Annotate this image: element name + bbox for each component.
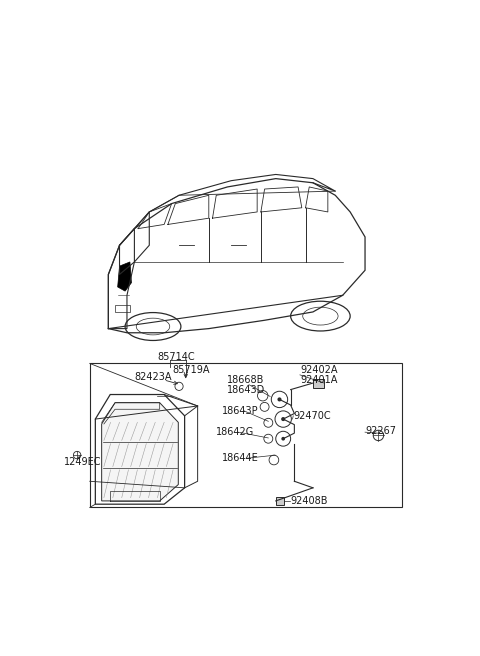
Text: 18643P: 18643P: [222, 406, 258, 416]
Bar: [90, 363, 402, 508]
Text: 92402A: 92402A: [300, 365, 337, 375]
Text: 92470C: 92470C: [294, 411, 331, 420]
Text: 18668B: 18668B: [227, 375, 264, 385]
Circle shape: [281, 437, 285, 441]
Text: 18644E: 18644E: [222, 453, 259, 463]
Polygon shape: [118, 262, 132, 291]
Text: 85714C: 85714C: [157, 352, 195, 362]
Text: 18643D: 18643D: [227, 384, 265, 395]
Text: 18642G: 18642G: [216, 427, 254, 437]
Circle shape: [281, 417, 285, 421]
Text: 92267: 92267: [365, 426, 396, 436]
Polygon shape: [102, 403, 178, 501]
Text: 92408B: 92408B: [290, 496, 327, 506]
Text: 85719A: 85719A: [172, 365, 210, 375]
Text: 1249EC: 1249EC: [64, 457, 101, 466]
Text: 92401A: 92401A: [300, 375, 337, 385]
Bar: [115, 305, 130, 312]
Text: 82423A: 82423A: [134, 371, 172, 382]
Bar: [276, 497, 284, 504]
Bar: [313, 379, 324, 388]
Circle shape: [277, 398, 282, 401]
